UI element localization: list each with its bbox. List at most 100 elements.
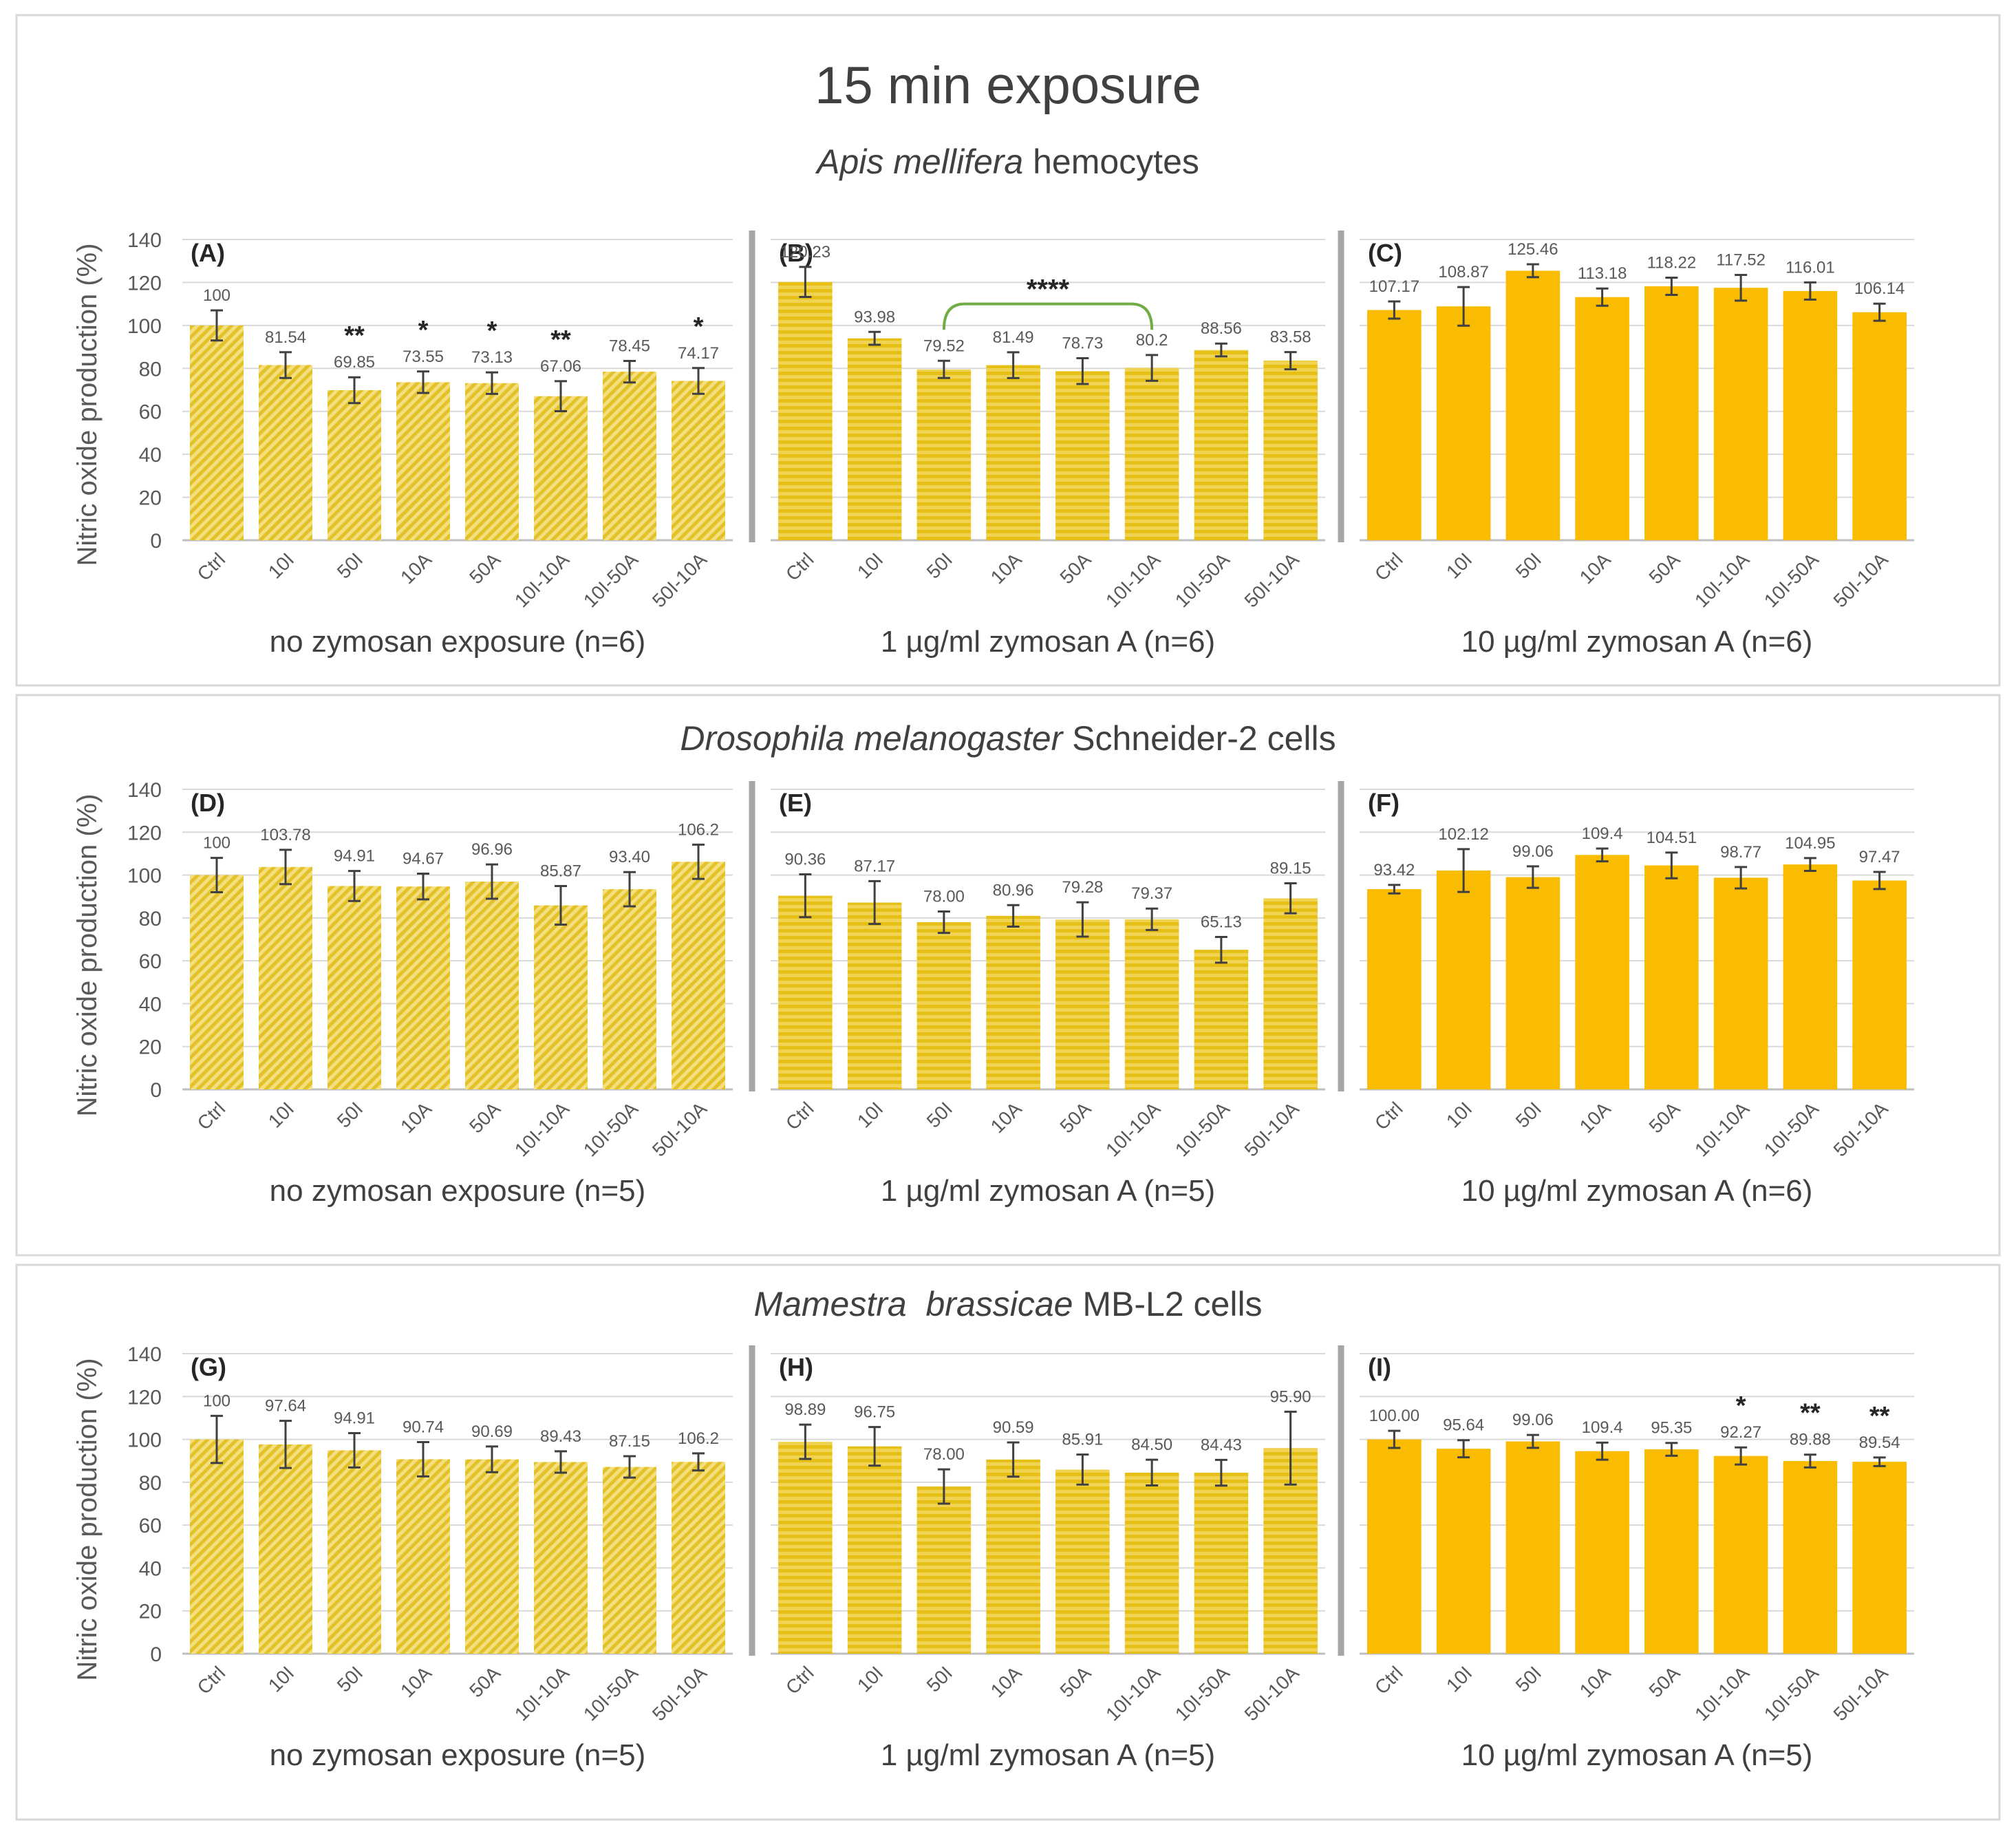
bar [986,365,1040,540]
data-label: 85.91 [1062,1431,1103,1449]
bar [259,365,312,540]
data-label: 106.2 [678,1429,719,1448]
data-label: 97.64 [265,1397,306,1416]
data-label: 98.77 [1720,843,1761,862]
data-label: 99.06 [1512,842,1554,861]
bar [396,886,450,1089]
data-label: 116.01 [1786,258,1835,277]
panel-label: (H) [779,1353,813,1381]
significance-marker: * [694,312,704,341]
data-label: 81.54 [265,328,306,347]
data-label: 102.12 [1438,825,1488,844]
data-label: 80.2 [1136,331,1168,350]
y-tick-label: 100 [127,865,162,888]
row-title-1: Apis mellifera hemocytes [815,142,1199,181]
data-label: 109.4 [1582,1418,1623,1437]
data-label: 89.88 [1790,1431,1831,1449]
data-label: 69.85 [334,353,375,372]
y-tick-label: 40 [139,993,162,1016]
data-label: 73.55 [403,348,444,366]
bar [1367,310,1422,540]
data-label: 78.00 [923,1445,965,1464]
y-tick-label: 0 [150,1643,162,1666]
bar [1055,371,1110,540]
data-label: 100 [203,286,230,305]
bar [1055,1469,1110,1654]
data-label: 83.58 [1270,328,1311,347]
bar [465,882,519,1089]
data-label: 95.35 [1651,1419,1692,1438]
bar [672,381,725,540]
data-label: 109.4 [1582,824,1623,843]
bar [1367,889,1422,1089]
bar [1644,865,1699,1089]
data-label: 90.69 [471,1422,513,1441]
bar [1713,877,1768,1089]
species-name: Drosophila melanogaster [680,719,1064,758]
bar [1436,870,1491,1089]
significance-marker: ** [550,326,571,354]
y-tick-label: 80 [139,1472,162,1495]
condition-caption: 1 µg/ml zymosan A (n=5) [881,1174,1215,1208]
data-label: 67.06 [540,357,581,376]
significance-bracket [942,302,1154,330]
data-label: 78.45 [609,337,650,356]
data-label: 84.43 [1201,1436,1242,1454]
data-label: 78.73 [1062,334,1103,353]
bar [1367,1439,1422,1654]
data-label: 104.51 [1647,829,1697,847]
bar [1783,1461,1838,1654]
data-label: 125.46 [1508,240,1558,259]
significance-marker: * [487,317,497,345]
y-tick-label: 100 [127,315,162,338]
bar [916,1486,972,1654]
condition-caption: no zymosan exposure (n=5) [270,1174,646,1208]
bar [1124,919,1179,1089]
bar [672,1462,725,1654]
y-tick-label: 20 [139,487,162,510]
data-label: 65.13 [1201,913,1242,931]
bar [672,862,725,1089]
significance-bracket-label: **** [1027,275,1070,305]
figure-title: 15 min exposure [815,56,1201,115]
data-label: 93.98 [854,308,895,326]
data-label: 94.67 [403,849,444,868]
data-label: 87.17 [854,857,895,875]
data-label: 93.40 [609,848,650,866]
bar [190,875,244,1089]
data-label: 90.74 [403,1418,444,1436]
bar [778,1442,833,1654]
bar [465,383,519,540]
bar [1505,877,1561,1089]
data-label: 84.50 [1131,1436,1172,1454]
y-tick-label: 60 [139,1515,162,1537]
data-label: 79.52 [923,337,965,355]
data-label: 85.87 [540,862,581,881]
bar [1505,270,1561,540]
y-axis-title-row-2: Nitric oxide production (%) [72,793,103,1116]
data-label: 89.15 [1270,860,1311,878]
data-label: 96.96 [471,840,513,859]
condition-caption: no zymosan exposure (n=6) [270,625,646,659]
y-tick-label: 40 [139,444,162,467]
data-label: 100.00 [1369,1407,1419,1425]
data-label: 106.14 [1854,279,1905,298]
data-label: 106.2 [678,820,719,839]
data-label: 94.91 [334,1409,375,1428]
condition-caption: 10 µg/ml zymosan A (n=6) [1461,1174,1813,1208]
bar [916,369,972,540]
condition-caption: no zymosan exposure (n=5) [270,1738,646,1772]
bar [396,1459,450,1654]
bar [1575,297,1629,540]
y-tick-label: 120 [127,1386,162,1409]
y-axis-title-row-3: Nitric oxide production (%) [72,1358,103,1681]
bar [916,922,972,1089]
y-tick-label: 60 [139,401,162,424]
panel-label: (G) [191,1353,226,1381]
bar [1783,864,1838,1089]
bar [534,396,588,540]
data-label: 117.52 [1716,250,1766,269]
data-label: 118.22 [1647,253,1697,272]
